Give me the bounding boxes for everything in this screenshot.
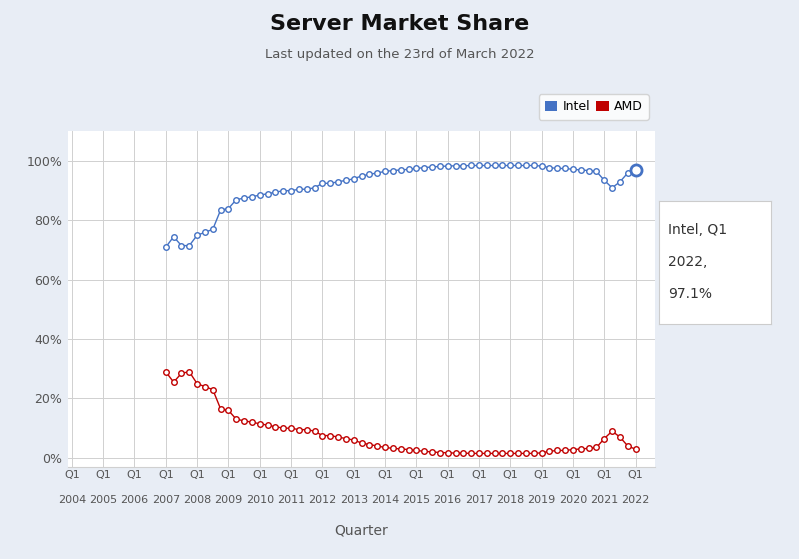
- Text: 97.1%: 97.1%: [668, 287, 712, 301]
- Text: 2019: 2019: [527, 495, 556, 505]
- Text: 2006: 2006: [121, 495, 149, 505]
- Text: 2018: 2018: [496, 495, 524, 505]
- Text: Intel, Q1: Intel, Q1: [668, 224, 727, 238]
- Text: 2005: 2005: [89, 495, 117, 505]
- Text: 2014: 2014: [371, 495, 400, 505]
- Text: 2017: 2017: [465, 495, 493, 505]
- Text: 2013: 2013: [340, 495, 368, 505]
- Text: 2008: 2008: [183, 495, 211, 505]
- X-axis label: Quarter: Quarter: [335, 524, 388, 538]
- Text: Server Market Share: Server Market Share: [270, 14, 529, 34]
- Legend: Intel, AMD: Intel, AMD: [539, 94, 649, 120]
- Text: 2016: 2016: [434, 495, 462, 505]
- Text: 2004: 2004: [58, 495, 86, 505]
- Text: 2007: 2007: [152, 495, 180, 505]
- Text: 2011: 2011: [277, 495, 305, 505]
- Text: 2022: 2022: [622, 495, 650, 505]
- Text: 2010: 2010: [245, 495, 274, 505]
- Text: 2012: 2012: [308, 495, 336, 505]
- Text: Last updated on the 23rd of March 2022: Last updated on the 23rd of March 2022: [264, 48, 535, 60]
- Text: 2022,: 2022,: [668, 255, 707, 269]
- Text: 2020: 2020: [559, 495, 587, 505]
- Text: 2009: 2009: [214, 495, 243, 505]
- Text: 2015: 2015: [402, 495, 431, 505]
- Text: 2021: 2021: [590, 495, 618, 505]
